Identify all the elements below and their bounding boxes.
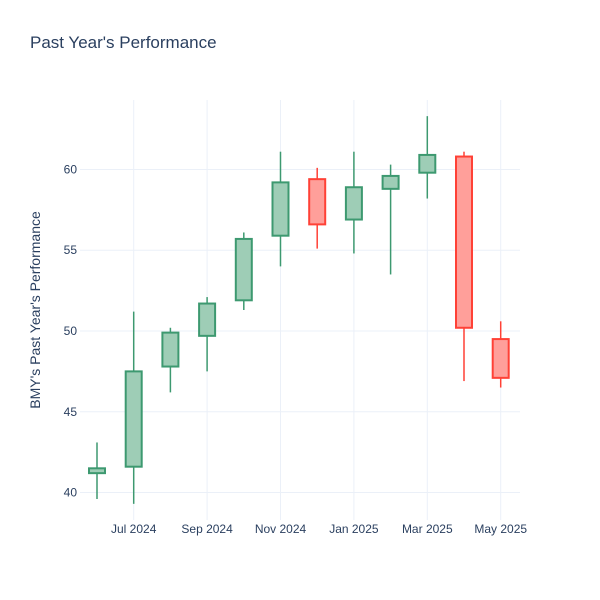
x-tick-label: Mar 2025 [402, 522, 453, 536]
candle-body [271, 181, 290, 237]
candle-body [418, 153, 437, 174]
candle-body [88, 467, 106, 475]
candle-increasing [198, 297, 217, 372]
candle-body [308, 178, 327, 226]
candle-decreasing [491, 321, 510, 388]
candle-body [344, 186, 363, 221]
candle-body [161, 331, 180, 368]
y-tick-label: 50 [64, 324, 78, 338]
grid-layer [80, 100, 520, 520]
candle-body [491, 338, 510, 379]
x-tick-label: May 2025 [474, 522, 527, 536]
y-tick-label: 55 [64, 243, 78, 257]
candle-increasing [271, 151, 290, 267]
candle-increasing [124, 311, 143, 504]
candle-increasing [344, 151, 363, 254]
y-tick-label: 60 [64, 162, 78, 176]
candle-layer [88, 116, 510, 504]
candle-decreasing [308, 167, 327, 249]
candle-body [124, 370, 143, 468]
y-tick-label: 40 [64, 486, 78, 500]
candle-body [198, 302, 217, 337]
y-axis-title: BMY's Past Year's Performance [27, 211, 43, 409]
axis-layer: 40 45 50 55 60 Jul 2024 Sep 2024 Nov 2024 Jan 20… [64, 162, 528, 536]
candle-body [381, 174, 400, 190]
x-tick-label: Jul 2024 [111, 522, 157, 536]
candle-body [234, 237, 253, 302]
x-tick-label: Nov 2024 [255, 522, 307, 536]
candle-increasing [161, 327, 180, 393]
candle-increasing [418, 116, 437, 199]
x-tick-label: Sep 2024 [181, 522, 233, 536]
x-tick-label: Jan 2025 [329, 522, 379, 536]
candle-decreasing [455, 151, 473, 382]
y-tick-label: 45 [64, 405, 78, 419]
candle-increasing [88, 442, 106, 499]
candle-body [455, 155, 473, 329]
candle-increasing [381, 164, 400, 275]
candle-increasing [234, 232, 253, 310]
chart-title: Past Year's Performance [30, 33, 217, 52]
